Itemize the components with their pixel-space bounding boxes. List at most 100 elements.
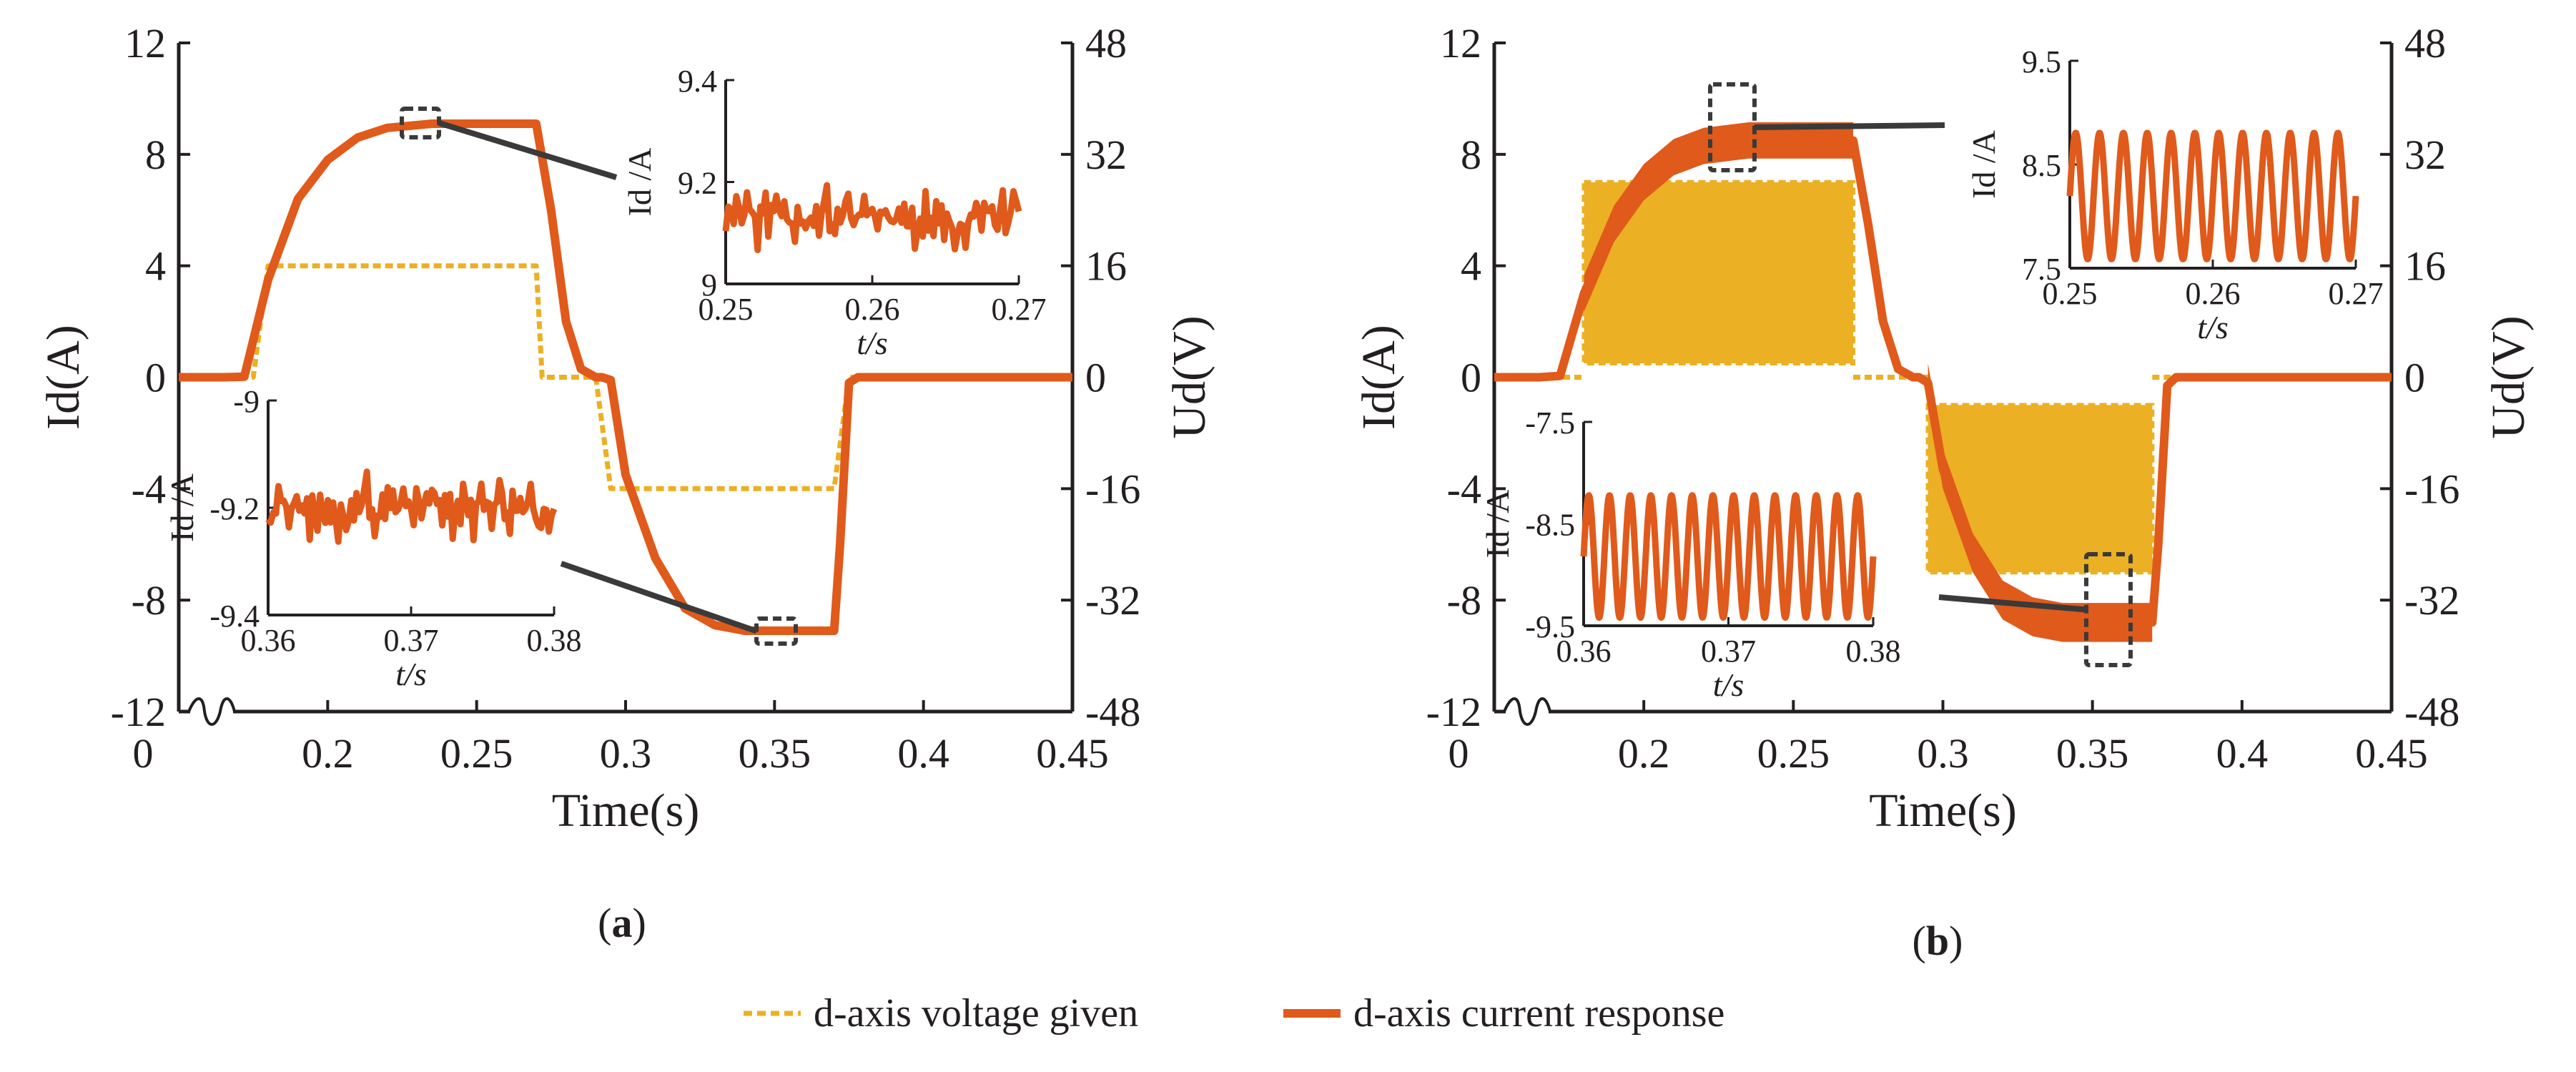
y-tick-label-left: 0 xyxy=(1461,355,1481,401)
y-tick-label-left: 12 xyxy=(1440,20,1481,67)
y-tick-label-right: -48 xyxy=(1085,689,1140,735)
y-tick-label-right: 16 xyxy=(1085,243,1127,290)
inset-lower: -9 -9.2 -9.40.36 0.37 0.38 t/s Id /A xyxy=(164,384,582,692)
inset-x-tick-label: 0.37 xyxy=(384,623,439,658)
x-tick-label: 0.2 xyxy=(1618,730,1670,777)
inset-x-tick-label: 0.26 xyxy=(845,292,900,327)
y-tick-label-right: -32 xyxy=(2404,577,2459,624)
x-tick-label: 0 xyxy=(133,730,154,777)
inset-waveform xyxy=(265,468,558,545)
y-tick-label-left: 12 xyxy=(124,20,166,67)
x-axis-label: Time(s) xyxy=(1869,785,2017,837)
inset-lower: -7.5 -8.5 -9.50.36 0.37 0.38 t/s Id /A xyxy=(1479,405,1901,703)
inset-x-tick-label: 0.27 xyxy=(992,292,1047,327)
inset-y-label: Id /A xyxy=(621,148,658,217)
y-tick-label-left: 4 xyxy=(1461,243,1481,290)
inset-upper: 9.5 8.5 7.50.25 0.26 0.27 t/s Id /A xyxy=(1965,44,2384,345)
axis-break-mask xyxy=(1506,702,1549,722)
inset-y-tick-label: -7.5 xyxy=(1525,405,1575,441)
inset-x-tick-label: 0.25 xyxy=(2043,276,2098,311)
y-tick-label-left: -8 xyxy=(132,577,166,624)
inset-waveform xyxy=(1580,492,1877,621)
inset-x-label: t/s xyxy=(2197,309,2228,345)
x-tick-label: 0.2 xyxy=(302,730,354,777)
y-tick-label-left: -12 xyxy=(111,689,166,735)
current-ripple-band xyxy=(1584,122,1853,312)
inset-y-tick-label: 8.5 xyxy=(2022,148,2061,183)
y-tick-label-left: -4 xyxy=(1447,466,1481,512)
inset-y-tick-label: -9.5 xyxy=(1525,609,1575,644)
zoom-pointer-line xyxy=(1938,594,2087,613)
inset-upper: 9.4 9.2 90.25 0.26 0.27 t/s Id /A xyxy=(621,64,1047,361)
inset-y-tick-label: -9 xyxy=(233,384,260,419)
inset-y-tick-label: 9.5 xyxy=(2022,44,2061,79)
y-tick-label-left: 4 xyxy=(145,243,166,290)
inset-x-tick-label: 0.37 xyxy=(1701,634,1756,669)
x-tick-label: 0.25 xyxy=(440,730,513,777)
inset-y-tick-label: 9.4 xyxy=(678,64,717,99)
axis-break-icon xyxy=(1503,697,1551,726)
inset-y-tick-label: 9.2 xyxy=(678,166,717,201)
x-tick-label: 0.3 xyxy=(1917,730,1969,777)
x-tick-label: 0 xyxy=(1449,730,1469,777)
panel-label: (b) xyxy=(1913,918,1963,964)
legend-label: d-axis voltage given xyxy=(814,991,1138,1036)
y-tick-label-right: 0 xyxy=(1085,355,1106,401)
panel-label-close: ) xyxy=(1949,918,1963,964)
inset-x-tick-label: 0.38 xyxy=(1846,634,1901,669)
zoom-pointer-line xyxy=(438,120,618,180)
inset-y-label: Id /A xyxy=(164,473,200,542)
panel-label-close: ) xyxy=(633,900,646,946)
y-tick-label-right: 32 xyxy=(1085,132,1127,178)
chart-panel-a: 12 8 4 0 -4 -8 -12 48 32 16 0 -16 -32 -48 0 0.2 0.25 0.3 0… xyxy=(37,20,1215,946)
zoom-pointer-line xyxy=(560,561,758,634)
y-tick-label-left: -8 xyxy=(1447,577,1481,624)
current-response-line xyxy=(179,119,1072,635)
x-tick-label: 0.3 xyxy=(600,730,652,777)
y-axis-label-right: Ud(V) xyxy=(1163,315,1215,438)
x-tick-label: 0.35 xyxy=(2056,730,2129,777)
y-axis-label-left: Id(A) xyxy=(1353,325,1405,430)
panel-label-open: ( xyxy=(598,900,611,946)
y-tick-label-right: 48 xyxy=(2404,20,2446,67)
legend-label: d-axis current response xyxy=(1353,991,1724,1036)
chart-panel-b: 12 8 4 0 -4 -8 -12 48 32 16 0 -16 -32 -48 0 0.2 0.25 0.3 0… xyxy=(1353,20,2535,964)
y-tick-label-right: 48 xyxy=(1085,20,1127,67)
y-tick-label-right: 32 xyxy=(2404,132,2446,178)
y-tick-label-left: -12 xyxy=(1426,689,1481,735)
y-tick-label-left: -4 xyxy=(132,466,166,512)
inset-x-tick-label: 0.36 xyxy=(241,623,296,658)
x-tick-label: 0.35 xyxy=(739,730,811,777)
legend: d-axis voltage given d-axis current respo… xyxy=(744,991,1724,1036)
inset-waveform xyxy=(2066,129,2359,262)
x-tick-label: 0.45 xyxy=(2355,730,2428,777)
y-tick-label-right: -16 xyxy=(2404,466,2459,512)
y-tick-label-left: 8 xyxy=(145,132,166,178)
panel-label-letter: a xyxy=(612,900,633,946)
y-tick-label-left: 8 xyxy=(1461,132,1481,178)
inset-y-tick-label: -9.4 xyxy=(209,599,260,634)
axis-break-icon xyxy=(187,697,236,726)
y-tick-label-right: -16 xyxy=(1085,466,1140,512)
inset-x-tick-label: 0.36 xyxy=(1556,634,1612,669)
panel-label-letter: b xyxy=(1926,918,1949,964)
x-tick-label: 0.25 xyxy=(1757,730,1830,777)
y-tick-label-left: 0 xyxy=(145,355,166,401)
inset-y-tick-label: 7.5 xyxy=(2022,252,2061,287)
inset-x-label: t/s xyxy=(1713,667,1744,703)
inset-x-tick-label: 0.25 xyxy=(699,292,754,327)
inset-y-tick-label: 9 xyxy=(701,267,717,303)
voltage-band xyxy=(1925,403,2155,575)
axis-break-mask xyxy=(190,702,233,722)
y-tick-label-right: -32 xyxy=(1085,577,1140,624)
x-tick-label: 0.45 xyxy=(1036,730,1109,777)
inset-y-tick-label: -8.5 xyxy=(1525,508,1575,543)
current-response-line xyxy=(1494,136,2392,627)
x-tick-label: 0.4 xyxy=(2216,730,2269,777)
y-tick-label-right: -48 xyxy=(2404,689,2459,735)
y-axis-label-right: Ud(V) xyxy=(2482,315,2535,438)
x-axis-label: Time(s) xyxy=(552,785,700,837)
x-tick-label: 0.4 xyxy=(897,730,949,777)
inset-waveform xyxy=(722,182,1022,254)
